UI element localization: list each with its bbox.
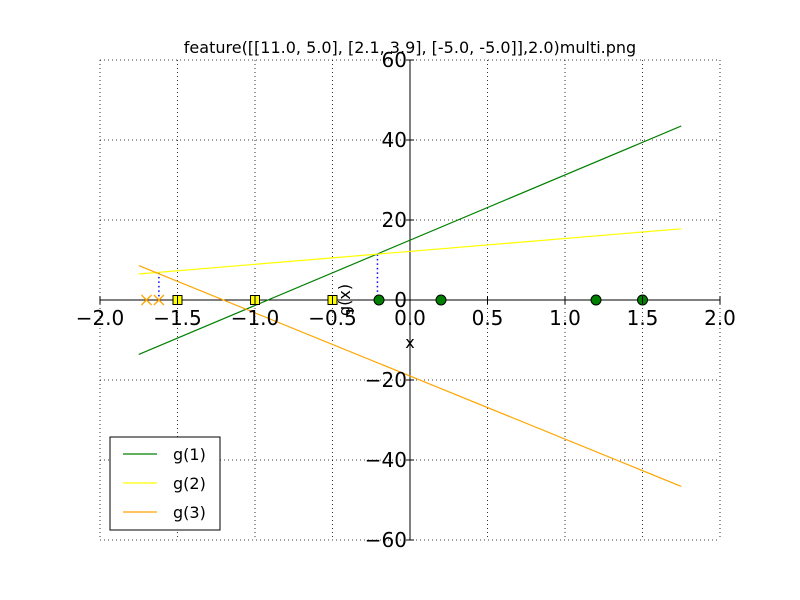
legend-label-1: g(1) [173, 445, 206, 464]
series-line-2 [138, 228, 682, 275]
y-axis-label: g(x) [335, 284, 354, 316]
x-tick-label-0: −2.0 [76, 306, 125, 330]
series-line-3 [138, 265, 682, 487]
cross-point-7 [141, 294, 152, 306]
series-lines [138, 125, 682, 487]
circle-point-0 [373, 294, 385, 306]
x-tick-label-6: 1.0 [549, 306, 581, 330]
legend: g(1) g(2) g(3) [109, 436, 221, 531]
x-axis-label: x [405, 333, 414, 352]
x-tick-label-3: −0.5 [308, 306, 357, 330]
y-tick-label-6: 60 [382, 48, 407, 72]
legend-label-3: g(3) [173, 503, 206, 522]
tick-labels: −2.0 −1.5 −1.0 −0.5 0.0 0.5 1.0 1.5 2.0 −60 −40 −20… [76, 48, 736, 552]
cross-point-8 [153, 294, 165, 306]
y-tick-label-3: 0 [394, 288, 407, 312]
circle-point-1 [435, 294, 447, 306]
dotted-markers [158, 254, 379, 300]
y-tick-label-5: 40 [382, 128, 407, 152]
circle-point-2 [590, 294, 602, 306]
y-tick-label-0: −60 [365, 528, 407, 552]
x-tick-label-8: 2.0 [704, 306, 736, 330]
y-tick-label-4: 20 [382, 208, 407, 232]
series-line-1 [138, 125, 682, 355]
y-tick-label-2: −20 [365, 368, 407, 392]
y-tick-label-1: −40 [365, 448, 407, 472]
legend-label-2: g(2) [173, 474, 206, 493]
x-tick-label-5: 0.5 [472, 306, 504, 330]
x-tick-label-2: −1.0 [231, 306, 280, 330]
x-tick-label-1: −1.5 [153, 306, 202, 330]
x-tick-label-7: 1.5 [627, 306, 659, 330]
chart-title: feature([[11.0, 5.0], [2.1, 3.9], [-5.0,… [184, 38, 636, 57]
x-tick-label-4: 0.0 [394, 306, 426, 330]
